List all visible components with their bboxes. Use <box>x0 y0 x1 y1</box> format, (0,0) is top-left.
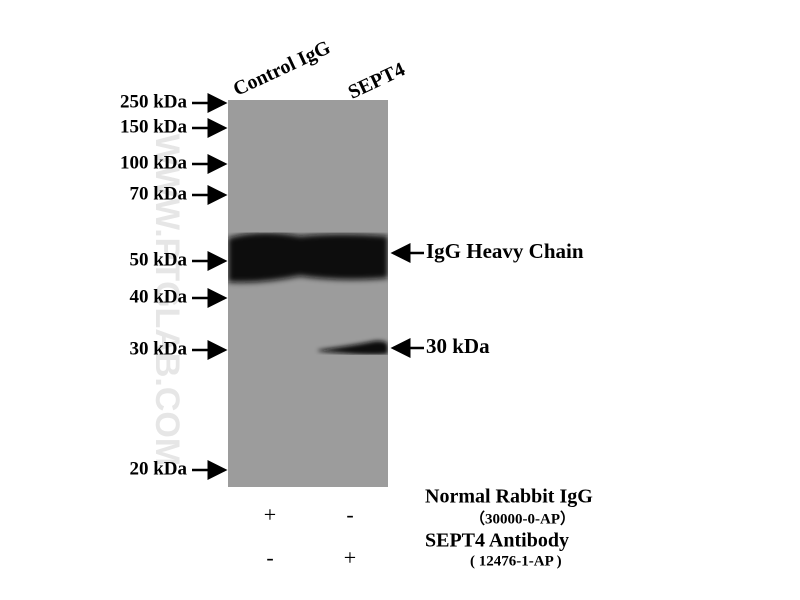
condition-sign: - <box>346 502 353 527</box>
condition-name: Normal Rabbit IgG <box>425 486 593 508</box>
marker-label: 50 kDa <box>129 249 187 270</box>
condition-sign: - <box>266 545 273 570</box>
marker-label: 40 kDa <box>129 286 187 307</box>
marker-label: 20 kDa <box>129 458 187 479</box>
bands <box>228 232 388 354</box>
marker-label: 150 kDa <box>120 116 188 137</box>
condition-catalog: ( 12476-1-AP ) <box>470 553 562 569</box>
marker-label: 70 kDa <box>129 183 187 204</box>
watermark: WWW.PTGLAB.COM <box>148 134 186 466</box>
marker-label: 30 kDa <box>129 338 187 359</box>
lane-label: Control IgG <box>230 36 335 100</box>
lane-label: SEPT4 <box>345 58 409 103</box>
condition-sign: + <box>344 545 356 570</box>
sept4-band <box>318 341 388 355</box>
marker-label: 250 kDa <box>120 91 188 112</box>
marker-label: 100 kDa <box>120 152 188 173</box>
condition-catalog: （30000-0-AP） <box>470 509 575 527</box>
blot <box>228 100 388 487</box>
annotation-label: IgG Heavy Chain <box>426 239 584 263</box>
condition-sign: + <box>264 502 276 527</box>
heavy-chain-band <box>228 232 388 282</box>
annotation-label: 30 kDa <box>426 334 490 358</box>
condition-name: SEPT4 Antibody <box>425 530 569 552</box>
